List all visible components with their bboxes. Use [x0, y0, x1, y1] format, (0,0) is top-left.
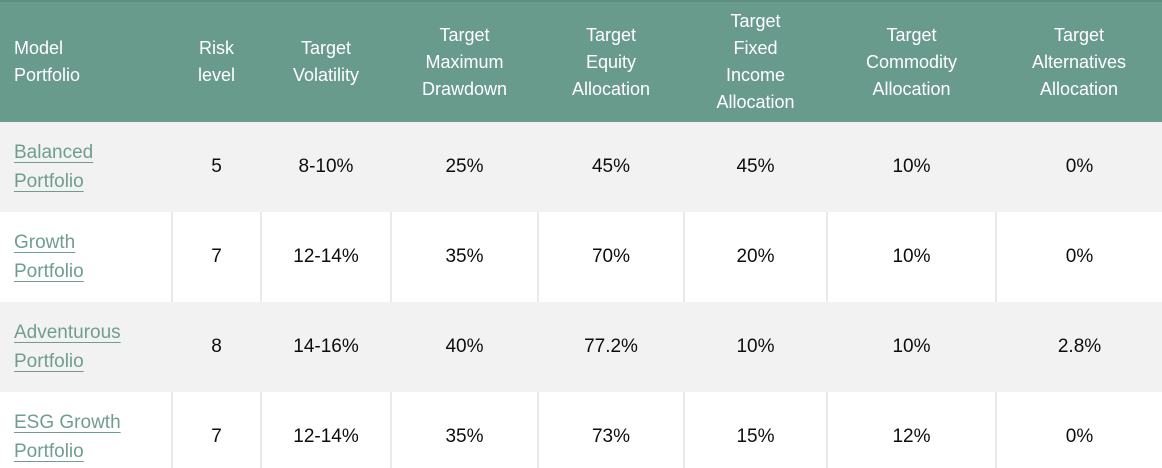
column-header-target-commodity-allocation: Target Commodity Allocation [827, 1, 996, 122]
risk-level-cell: 7 [171, 392, 261, 468]
target-commodity-allocation-cell: 10% [826, 122, 996, 212]
target-equity-allocation-cell: 77.2% [537, 302, 684, 392]
target-fixed-income-allocation-cell: 15% [683, 392, 827, 468]
table-header: Model Portfolio Risk level Target Volati… [0, 1, 1162, 122]
table-row-growth-portfolio: Growth Portfolio 7 12-14% 35% 70% 20% 10… [0, 212, 1162, 302]
portfolio-name-cell: Balanced Portfolio [0, 122, 172, 212]
column-header-target-alternatives-allocation: Target Alternatives Allocation [996, 1, 1162, 122]
target-fixed-income-allocation-cell: 45% [683, 122, 827, 212]
portfolio-link-growth[interactable]: Growth Portfolio [14, 231, 84, 282]
header-row: Model Portfolio Risk level Target Volati… [0, 1, 1162, 122]
target-maximum-drawdown-cell: 35% [390, 392, 538, 468]
portfolio-link-balanced[interactable]: Balanced Portfolio [14, 141, 94, 192]
target-alternatives-allocation-cell: 2.8% [995, 302, 1162, 392]
target-equity-allocation-cell: 45% [537, 122, 684, 212]
target-equity-allocation-cell: 73% [537, 392, 684, 468]
target-fixed-income-allocation-cell: 20% [683, 212, 827, 302]
portfolio-link-esg-growth[interactable]: ESG Growth Portfolio [14, 411, 121, 462]
target-volatility-cell: 14-16% [260, 302, 391, 392]
portfolio-link-adventurous[interactable]: Adventurous Portfolio [14, 321, 121, 372]
risk-level-cell: 5 [171, 122, 261, 212]
target-commodity-allocation-cell: 10% [826, 302, 996, 392]
target-volatility-cell: 12-14% [260, 212, 391, 302]
column-header-target-equity-allocation: Target Equity Allocation [538, 1, 684, 122]
target-alternatives-allocation-cell: 0% [995, 122, 1162, 212]
target-equity-allocation-cell: 70% [537, 212, 684, 302]
risk-level-cell: 7 [171, 212, 261, 302]
table-row-esg-growth-portfolio: ESG Growth Portfolio 7 12-14% 35% 73% 15… [0, 392, 1162, 468]
target-commodity-allocation-cell: 10% [826, 212, 996, 302]
target-volatility-cell: 12-14% [260, 392, 391, 468]
target-maximum-drawdown-cell: 40% [390, 302, 538, 392]
column-header-risk-level: Risk level [172, 1, 261, 122]
portfolio-name-cell: Growth Portfolio [0, 212, 172, 302]
target-volatility-cell: 8-10% [260, 122, 391, 212]
target-commodity-allocation-cell: 12% [826, 392, 996, 468]
table-row-balanced-portfolio: Balanced Portfolio 5 8-10% 25% 45% 45% 1… [0, 122, 1162, 212]
portfolio-name-cell: ESG Growth Portfolio [0, 392, 172, 468]
target-alternatives-allocation-cell: 0% [995, 392, 1162, 468]
target-fixed-income-allocation-cell: 10% [683, 302, 827, 392]
risk-level-cell: 8 [171, 302, 261, 392]
target-alternatives-allocation-cell: 0% [995, 212, 1162, 302]
portfolio-name-cell: Adventurous Portfolio [0, 302, 172, 392]
target-maximum-drawdown-cell: 35% [390, 212, 538, 302]
target-maximum-drawdown-cell: 25% [390, 122, 538, 212]
column-header-target-fixed-income-allocation: Target Fixed Income Allocation [684, 1, 827, 122]
column-header-target-volatility: Target Volatility [261, 1, 391, 122]
table-row-adventurous-portfolio: Adventurous Portfolio 8 14-16% 40% 77.2%… [0, 302, 1162, 392]
table-body: Balanced Portfolio 5 8-10% 25% 45% 45% 1… [0, 122, 1162, 468]
column-header-target-maximum-drawdown: Target Maximum Drawdown [391, 1, 538, 122]
column-header-model-portfolio: Model Portfolio [0, 1, 172, 122]
